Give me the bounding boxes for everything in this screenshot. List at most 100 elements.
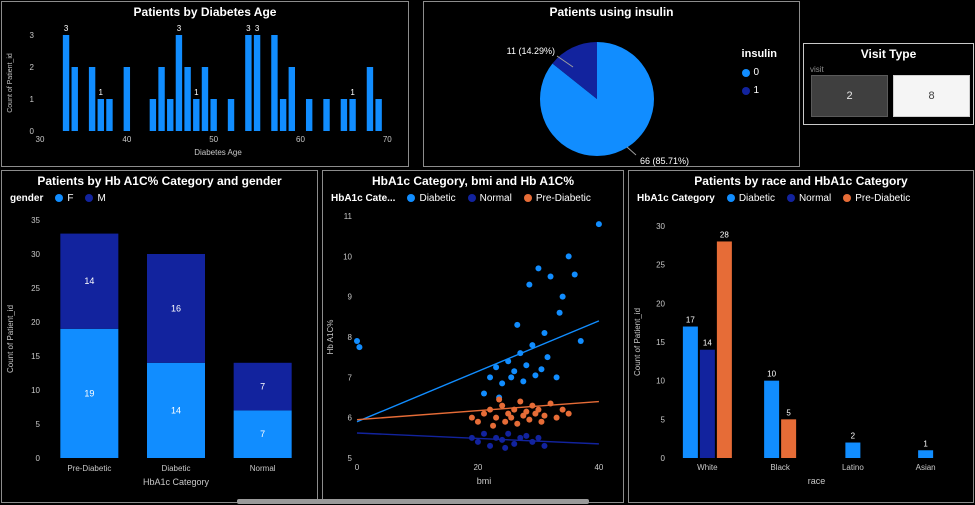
svg-text:9: 9 [348, 293, 353, 302]
hist-bar [245, 35, 252, 131]
svg-text:Pre-Diabetic: Pre-Diabetic [67, 464, 111, 473]
svg-text:40: 40 [122, 135, 131, 144]
gender-stacked-plot[interactable]: 0 5 10 15 20 25 30 35 19 14 Pre-Diabetic 14 16 Diabet… [2, 206, 314, 498]
hist-bar [253, 35, 261, 131]
hist-bar [88, 67, 96, 131]
svg-text:7: 7 [260, 429, 265, 439]
legend-dot-icon [55, 194, 64, 202]
chart-title: HbA1c Category, bmi and Hb A1C% [371, 174, 575, 188]
legend-label: F [67, 192, 74, 204]
horizontal-scrollbar[interactable] [237, 499, 589, 504]
svg-text:10: 10 [343, 252, 352, 261]
pie-slice-1 [552, 42, 597, 99]
svg-text:3: 3 [255, 24, 260, 33]
slicer-options: 2 8 [811, 75, 970, 117]
legend-label: Pre-Diabetic [535, 192, 591, 204]
chart-title: Patients by Diabetes Age [133, 5, 277, 19]
svg-text:25: 25 [31, 284, 40, 293]
hist-bar [349, 99, 356, 131]
visit-option-2[interactable]: 2 [811, 75, 888, 117]
svg-text:0: 0 [36, 454, 41, 463]
svg-text:1: 1 [350, 88, 355, 97]
legend-label: Diabetic [738, 192, 775, 204]
hist-bar [175, 35, 183, 131]
panel-bmi-scatter: HbA1c Category, bmi and Hb A1C% HbA1c Ca… [322, 170, 624, 503]
hist-bar [62, 35, 70, 131]
legend-title: insulin [741, 48, 777, 60]
svg-text:Black: Black [770, 463, 791, 472]
scatter-series-Pre-Diabetic [356, 396, 599, 429]
slicer-field-label: visit [810, 65, 824, 74]
svg-text:3: 3 [30, 31, 35, 40]
legend-item-diabetic[interactable]: Diabetic [407, 193, 456, 204]
legend-item-normal[interactable]: Normal [786, 192, 832, 204]
svg-text:19: 19 [84, 388, 94, 398]
svg-text:70: 70 [383, 135, 392, 144]
svg-text:0: 0 [30, 127, 35, 136]
legend-item-insulin-0[interactable]: 0 [741, 67, 777, 78]
legend-item-prediabetic[interactable]: Pre-Diabetic [523, 192, 591, 204]
svg-text:30: 30 [656, 222, 665, 231]
svg-text:Count of Patient_id: Count of Patient_id [7, 53, 14, 113]
svg-text:5: 5 [661, 415, 666, 424]
svg-text:7: 7 [348, 373, 353, 382]
hist-bar [210, 99, 217, 131]
svg-text:17: 17 [686, 316, 695, 325]
svg-text:Diabetes Age: Diabetes Age [194, 148, 242, 157]
insulin-pie-plot[interactable]: 11 (14.29%) 66 (85.71%) [424, 21, 799, 167]
stacked-bar-M [233, 362, 292, 411]
stacked-bar-M [60, 233, 119, 329]
svg-text:1: 1 [194, 88, 199, 97]
legend-label: 0 [753, 67, 760, 78]
cluster-bar-Diabetic [918, 450, 934, 458]
svg-text:7: 7 [260, 382, 265, 392]
legend-dot-icon [467, 194, 476, 202]
hist-bar [375, 99, 382, 131]
legend-item-prediabetic[interactable]: Pre-Diabetic [843, 193, 910, 204]
hist-bar [288, 67, 296, 131]
legend-label: Normal [798, 192, 832, 204]
svg-text:10: 10 [656, 377, 665, 386]
svg-text:5: 5 [348, 454, 353, 463]
legend-item-diabetic[interactable]: Diabetic [726, 192, 775, 204]
cluster-bar-Pre-Diabetic [781, 419, 797, 458]
svg-text:66 (85.71%): 66 (85.71%) [640, 156, 689, 166]
chart-title: Patients by Hb A1C% Category and gender [37, 174, 282, 188]
hist-bar [366, 67, 374, 131]
svg-text:60: 60 [296, 135, 305, 144]
legend-item-m[interactable]: M [85, 193, 106, 204]
svg-text:25: 25 [656, 261, 665, 270]
legend-title: HbA1c Category [637, 192, 715, 204]
svg-text:Diabetic: Diabetic [162, 464, 191, 473]
hist-bar [193, 99, 200, 131]
pie-legend: insulin 0 1 [741, 48, 777, 96]
svg-text:14: 14 [84, 276, 94, 286]
legend-item-normal[interactable]: Normal [467, 193, 512, 204]
cluster-bar-Diabetic [682, 326, 698, 458]
race-legend: HbA1c Category Diabetic Normal Pre-Diabe… [629, 190, 973, 206]
svg-text:2: 2 [851, 432, 856, 441]
legend-item-f[interactable]: F [55, 193, 73, 204]
visit-option-8[interactable]: 8 [893, 75, 970, 117]
svg-text:White: White [697, 463, 718, 472]
race-clustered-plot[interactable]: 0 5 10 15 20 25 30 17 14 28 White 10 5 Black 2 Latino 1 A… [629, 206, 972, 502]
svg-text:bmi: bmi [477, 476, 492, 486]
svg-text:15: 15 [656, 338, 665, 347]
svg-text:0: 0 [661, 454, 666, 463]
svg-text:11: 11 [344, 212, 353, 221]
svg-text:50: 50 [209, 135, 218, 144]
legend-item-insulin-1[interactable]: 1 [741, 85, 777, 96]
svg-text:Latino: Latino [842, 463, 864, 472]
panel-insulin-pie: Patients using insulin 11 (14.29%) 66 (85… [423, 1, 800, 167]
svg-text:16: 16 [171, 303, 181, 313]
svg-text:3: 3 [246, 24, 251, 33]
svg-text:10: 10 [31, 386, 40, 395]
hist-bar [323, 99, 330, 131]
scatter-series-Diabetic [354, 221, 602, 423]
svg-text:20: 20 [31, 318, 40, 327]
legend-dot-icon [786, 194, 795, 202]
svg-text:40: 40 [594, 463, 603, 472]
bmi-scatter-plot[interactable]: 5 6 7 8 9 10 11 0 20 40 bmi Hb A1C% [323, 206, 624, 502]
svg-text:5: 5 [36, 420, 41, 429]
